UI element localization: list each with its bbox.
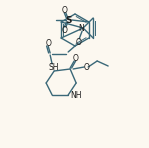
Text: SH: SH xyxy=(49,62,59,71)
Text: O: O xyxy=(62,25,68,34)
Text: NH: NH xyxy=(70,90,82,99)
Text: O: O xyxy=(75,37,81,46)
Text: S: S xyxy=(66,16,72,25)
Text: O: O xyxy=(83,62,89,71)
Text: N: N xyxy=(78,24,84,33)
Text: O: O xyxy=(72,53,78,62)
Text: O: O xyxy=(62,5,68,15)
Text: O: O xyxy=(45,38,51,48)
